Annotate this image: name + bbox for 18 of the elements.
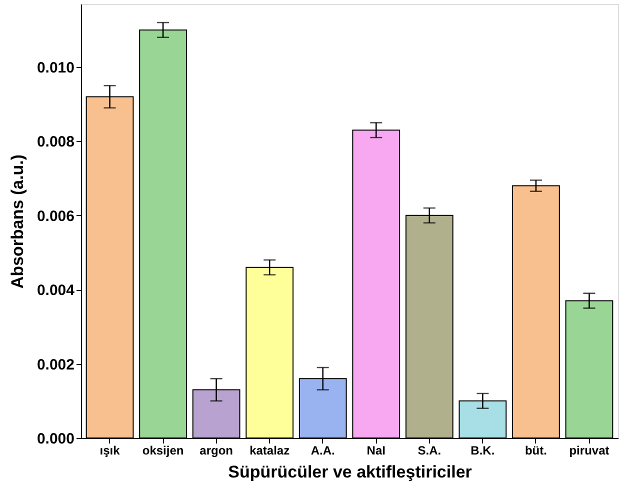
y-tick-label: 0.010 <box>36 60 74 77</box>
y-tick-label: 0.000 <box>36 430 74 448</box>
y-tick-label: 0.004 <box>36 282 76 300</box>
y-tick-label: 0.008 <box>36 134 74 151</box>
x-tick-label: NaI <box>366 444 386 458</box>
x-tick-label: ışık <box>100 444 120 458</box>
y-tick-label: 0.002 <box>36 356 74 374</box>
y-tick-label: 0.006 <box>36 208 74 225</box>
x-tick-label: B.K. <box>470 444 495 458</box>
x-tick-label: A.A. <box>310 444 335 458</box>
x-tick-label: katalaz <box>250 444 290 458</box>
x-tick-label: büt. <box>524 444 547 458</box>
x-axis-title: Süpürücüler ve aktifleştiriciler <box>228 462 472 482</box>
x-tick-label: piruvat <box>569 444 610 458</box>
x-tick-label: S.A. <box>418 444 442 458</box>
x-tick-label: argon <box>200 444 233 458</box>
y-axis-title: Absorbans (a.u.) <box>8 154 27 289</box>
x-tick-label: oksijen <box>142 444 184 458</box>
